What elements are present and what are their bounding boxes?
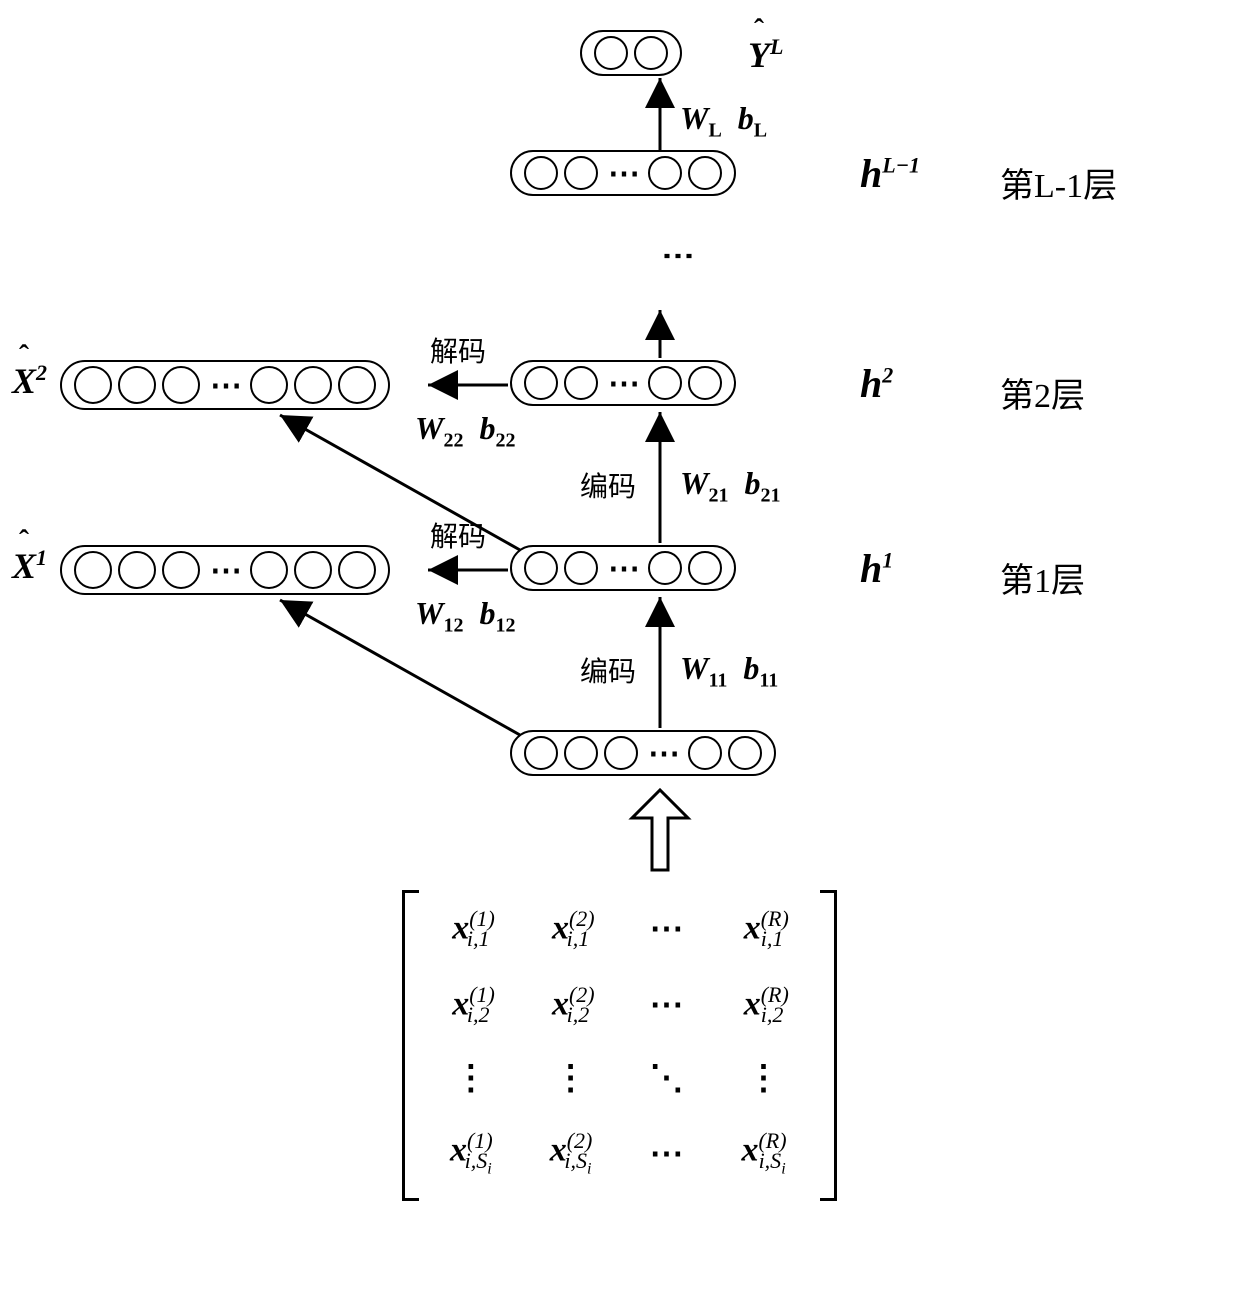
layer-h1: ⋯: [510, 545, 736, 591]
node-circle: [338, 551, 376, 589]
node-circle: [688, 551, 722, 585]
matrix-cell: ⋱: [621, 1044, 711, 1112]
horizontal-dots: ⋯: [604, 552, 642, 584]
horizontal-dots: ⋯: [644, 737, 682, 769]
node-circle: [688, 156, 722, 190]
node-circle: [564, 156, 598, 190]
layer-xhat1: ⋯: [60, 545, 390, 595]
matrix-cell: x(R)i,Si: [713, 1114, 813, 1193]
layer-h-L-minus-1: ⋯: [510, 150, 736, 196]
node-circle: [162, 366, 200, 404]
matrix-cell: ⋮: [522, 1044, 620, 1112]
node-circle: [118, 551, 156, 589]
edge-label: 编码: [580, 650, 636, 690]
matrix-cell: ⋮: [713, 1044, 813, 1112]
weight-bias-label: W11 b11: [680, 650, 778, 692]
node-circle: [524, 551, 558, 585]
node-circle: [162, 551, 200, 589]
autoencoder-diagram: ⋯ ⋯ ⋯ ⋯ ⋯ ⋯ ⋮ YL hL−1 h2 h1 X2 X1 第L-1层 …: [20, 20, 1220, 1280]
vertical-dots: ⋮: [660, 240, 698, 278]
node-circle: [648, 551, 682, 585]
matrix-cell: x(2)i,1: [522, 892, 620, 966]
matrix-cell: x(1)i,2: [422, 968, 520, 1042]
node-circle: [688, 366, 722, 400]
node-circle: [74, 366, 112, 404]
weight-bias-label: W21 b21: [680, 465, 780, 507]
layer-input: ⋯: [510, 730, 776, 776]
matrix-cell: ⋯: [621, 1114, 711, 1193]
weight-bias-label: WL bL: [680, 100, 767, 142]
matrix-cell: x(1)i,Si: [422, 1114, 520, 1193]
label-h1: h1: [860, 545, 893, 592]
edge-label: 解码: [430, 515, 486, 555]
horizontal-dots: ⋯: [206, 554, 244, 586]
matrix-cell: x(R)i,2: [713, 968, 813, 1042]
node-circle: [338, 366, 376, 404]
node-circle: [688, 736, 722, 770]
matrix-cell: ⋯: [621, 968, 711, 1042]
horizontal-dots: ⋯: [604, 367, 642, 399]
node-circle: [564, 736, 598, 770]
weight-bias-label: W12 b12: [415, 595, 515, 637]
node-circle: [728, 736, 762, 770]
label-h2: h2: [860, 360, 893, 407]
node-circle: [524, 366, 558, 400]
label-xhat1: X1: [12, 545, 47, 587]
node-circle: [564, 551, 598, 585]
matrix-cell: x(1)i,1: [422, 892, 520, 966]
matrix-cell: x(R)i,1: [713, 892, 813, 966]
matrix-cell: ⋯: [621, 892, 711, 966]
node-circle: [294, 551, 332, 589]
node-circle: [648, 366, 682, 400]
layer-name-2: 第2层: [1000, 368, 1085, 417]
node-circle: [524, 156, 558, 190]
node-circle: [250, 366, 288, 404]
node-circle: [524, 736, 558, 770]
matrix-cell: ⋮: [422, 1044, 520, 1112]
node-circle: [634, 36, 668, 70]
horizontal-dots: ⋯: [206, 369, 244, 401]
node-circle: [594, 36, 628, 70]
horizontal-dots: ⋯: [604, 157, 642, 189]
edge-label: 解码: [430, 330, 486, 370]
node-circle: [564, 366, 598, 400]
label-xhat2: X2: [12, 360, 47, 402]
layer-xhat2: ⋯: [60, 360, 390, 410]
weight-bias-label: W22 b22: [415, 410, 515, 452]
layer-name-L-minus-1: 第L-1层: [1000, 158, 1117, 207]
node-circle: [648, 156, 682, 190]
label-output: YL: [748, 34, 783, 76]
node-circle: [74, 551, 112, 589]
input-matrix: x(1)i,1x(2)i,1⋯x(R)i,1x(1)i,2x(2)i,2⋯x(R…: [420, 890, 816, 1195]
node-circle: [604, 736, 638, 770]
layer-name-1: 第1层: [1000, 553, 1085, 602]
node-circle: [118, 366, 156, 404]
matrix-cell: x(2)i,Si: [522, 1114, 620, 1193]
edge-label: 编码: [580, 465, 636, 505]
layer-h2: ⋯: [510, 360, 736, 406]
label-h-L-minus-1: hL−1: [860, 150, 920, 197]
node-circle: [250, 551, 288, 589]
layer-output: [580, 30, 682, 76]
node-circle: [294, 366, 332, 404]
matrix-cell: x(2)i,2: [522, 968, 620, 1042]
